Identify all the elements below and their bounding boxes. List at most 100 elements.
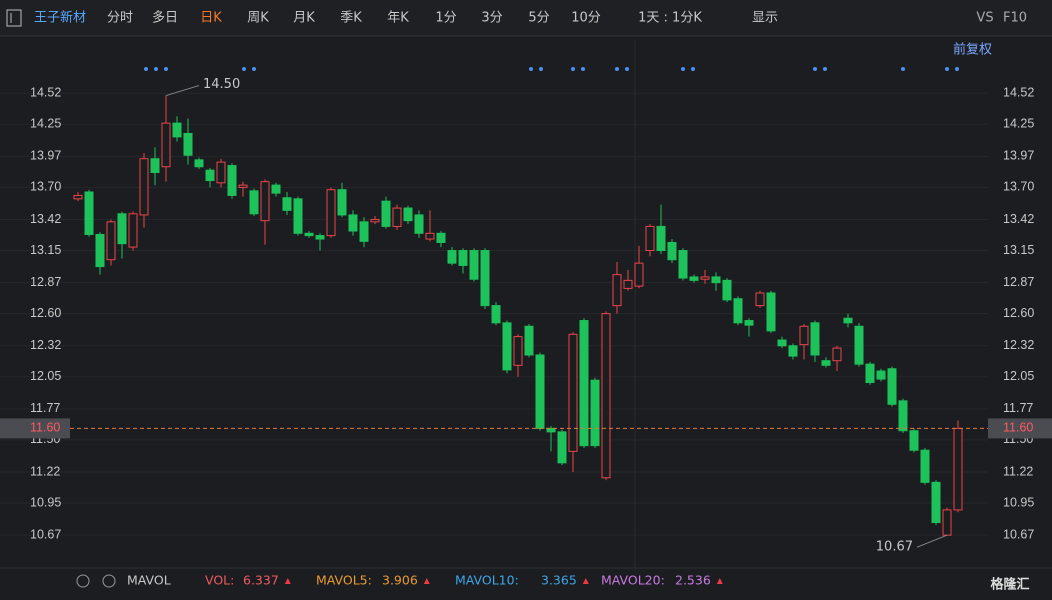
- candle-body: [689, 276, 699, 281]
- tab[interactable]: 季K: [340, 11, 362, 26]
- tab[interactable]: 5分: [528, 11, 549, 26]
- candle-body: [722, 279, 732, 301]
- tab[interactable]: 显示: [752, 11, 778, 26]
- indicator-label: VOL:: [205, 573, 234, 588]
- settings-icon[interactable]: [76, 574, 90, 588]
- adjust-mode[interactable]: 前复权: [953, 42, 992, 58]
- candle-body: [117, 213, 127, 245]
- indicator-label: MAVOL5:: [316, 573, 372, 588]
- candle-body: [931, 481, 941, 524]
- candle-body: [634, 262, 644, 287]
- tab[interactable]: 多日: [152, 10, 178, 26]
- min-pointer: [916, 534, 948, 548]
- tab[interactable]: 1天 : 1分K: [638, 11, 702, 26]
- candle-body: [909, 430, 919, 451]
- candle-body: [271, 184, 281, 194]
- candle-body: [502, 322, 512, 371]
- y-tick-label: 11.22: [1003, 464, 1033, 478]
- indicator-value: 3.906: [382, 573, 418, 588]
- candle-body: [381, 200, 391, 227]
- indicator-label: MAVOL10:: [455, 573, 519, 588]
- candle-body: [403, 207, 413, 222]
- y-tick-label: 14.52: [30, 86, 61, 100]
- candle-body: [557, 431, 567, 464]
- candle-body: [194, 159, 204, 168]
- y-tick-label: 12.60: [30, 306, 61, 320]
- up-arrow: [423, 578, 430, 584]
- candle-body: [425, 232, 435, 240]
- candle-body: [370, 219, 380, 223]
- candle-body: [304, 232, 314, 237]
- candle-body: [392, 207, 402, 227]
- tool[interactable]: F10: [1003, 11, 1027, 26]
- candle-body: [920, 449, 930, 483]
- indicator-label: MAVOL20:: [601, 573, 665, 588]
- price-tag-label: 11.60: [1003, 421, 1033, 435]
- candle-body: [876, 370, 886, 380]
- candle-body: [667, 241, 677, 261]
- candle-body: [843, 317, 853, 324]
- candle-body: [656, 225, 666, 252]
- price-tag-label: 11.60: [30, 421, 60, 435]
- y-tick-label: 13.42: [1003, 212, 1034, 226]
- y-tick-label: 12.05: [30, 369, 61, 383]
- candle-body: [854, 325, 864, 365]
- y-tick-label: 12.32: [30, 338, 61, 352]
- candle-body: [887, 368, 897, 405]
- tab[interactable]: 日K: [200, 11, 222, 26]
- candle-body: [359, 221, 369, 242]
- y-tick-label: 11.77: [1003, 401, 1033, 415]
- close-icon[interactable]: [102, 574, 116, 588]
- candle-body: [590, 379, 600, 447]
- price-tag: [988, 418, 1052, 439]
- candle-body: [95, 233, 105, 268]
- stock-name[interactable]: 王子新材: [34, 10, 86, 26]
- tab[interactable]: 1分: [435, 11, 456, 26]
- y-tick-label: 11.22: [30, 464, 60, 478]
- candle-body: [755, 292, 765, 307]
- candle-body: [645, 225, 655, 252]
- candle-body: [579, 320, 589, 447]
- toolbar: [0, 0, 1052, 36]
- tool[interactable]: VS: [976, 11, 993, 26]
- candle-body: [546, 427, 556, 433]
- candle-body: [865, 363, 875, 384]
- tab[interactable]: 3分: [481, 11, 502, 26]
- tab[interactable]: 周K: [247, 11, 269, 26]
- up-arrow: [716, 578, 723, 584]
- candle-body: [744, 320, 754, 326]
- candle-body: [447, 250, 457, 264]
- candle-body: [623, 279, 633, 289]
- indicator-name[interactable]: MAVOL: [127, 573, 171, 588]
- y-tick-label: 12.05: [1003, 369, 1034, 383]
- candle-body: [601, 313, 611, 479]
- candle-body: [106, 221, 116, 261]
- candle-body: [183, 132, 193, 156]
- tab[interactable]: 月K: [293, 11, 315, 26]
- y-tick-label: 12.87: [30, 275, 61, 289]
- candle-body: [480, 250, 490, 307]
- candle-body: [799, 325, 809, 346]
- candle-body: [810, 322, 820, 356]
- tab[interactable]: 10分: [571, 11, 601, 26]
- candle-body: [436, 232, 446, 243]
- candle-body: [172, 122, 182, 138]
- y-tick-label: 13.70: [30, 180, 61, 194]
- y-tick-label: 12.87: [1003, 275, 1034, 289]
- candle-body: [84, 191, 94, 235]
- candle-body: [216, 161, 226, 184]
- y-tick-label: 13.15: [30, 243, 61, 257]
- candle-body: [249, 190, 259, 215]
- candle-body: [128, 213, 138, 248]
- menu-icon[interactable]: [6, 9, 22, 27]
- candle-body: [469, 250, 479, 280]
- y-tick-label: 13.70: [1003, 180, 1034, 194]
- candle-body: [491, 305, 501, 324]
- tab[interactable]: 年K: [387, 11, 409, 26]
- candle-body: [326, 189, 336, 237]
- tab[interactable]: 分时: [107, 11, 133, 26]
- y-tick-label: 11.77: [30, 401, 60, 415]
- candle-body: [821, 360, 831, 366]
- candle-body: [260, 181, 270, 222]
- y-tick-label: 10.95: [1003, 495, 1034, 509]
